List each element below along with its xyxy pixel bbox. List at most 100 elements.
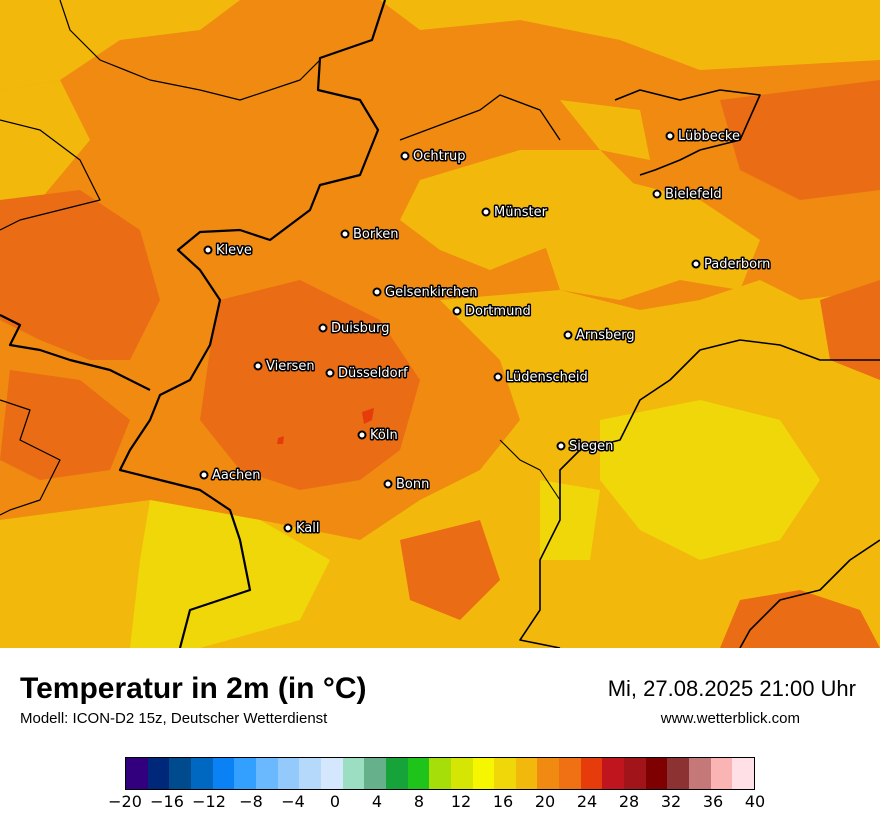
city-dot (318, 323, 328, 333)
city-dot (372, 287, 382, 297)
legend-tick-label: 12 (450, 792, 472, 811)
legend-tick-label: −8 (239, 792, 263, 811)
model-source: Modell: ICON-D2 15z, Deutscher Wetterdie… (20, 710, 328, 727)
legend-tick-label: 0 (329, 792, 341, 811)
legend-swatch (212, 758, 235, 789)
city-dot (563, 330, 573, 340)
city-marker[interactable]: Köln (357, 427, 399, 445)
legend-swatch (342, 758, 365, 789)
legend-tick-label: 28 (618, 792, 640, 811)
city-label: Siegen (569, 439, 613, 454)
legend-tick-label: 32 (660, 792, 682, 811)
city-dot (357, 430, 367, 440)
city-label: Borken (353, 227, 399, 242)
city-label: Paderborn (704, 257, 770, 272)
city-label: Aachen (212, 468, 260, 483)
city-label: Lüdenscheid (506, 370, 588, 385)
city-label: Kall (296, 521, 320, 536)
temperature-map[interactable]: Lübbecke Ochtrup Bielefeld Münster Borken Kle… (0, 0, 880, 648)
legend-swatch (234, 758, 256, 789)
city-dot (452, 306, 462, 316)
legend-swatch (255, 758, 278, 789)
legend-swatch (472, 758, 495, 789)
color-legend (125, 757, 755, 790)
legend-tick-label: 24 (576, 792, 598, 811)
legend-swatch (559, 758, 581, 789)
legend-tick-label: 16 (492, 792, 514, 811)
forecast-datetime: Mi, 27.08.2025 21:00 Uhr (607, 676, 856, 701)
city-marker[interactable]: Düsseldorf (325, 365, 409, 383)
legend-swatch (537, 758, 560, 789)
city-label: Lübbecke (678, 129, 740, 144)
city-marker[interactable]: Arnsberg (563, 327, 636, 345)
city-dot (665, 131, 675, 141)
city-label: Dortmund (465, 304, 531, 319)
map-title: Temperatur in 2m (in °C) (20, 672, 367, 705)
legend-swatch (515, 758, 538, 789)
legend-swatch (732, 758, 755, 789)
city-label: Bielefeld (665, 187, 722, 202)
city-label: Gelsenkirchen (385, 285, 478, 300)
city-label: Ochtrup (413, 149, 466, 164)
city-dot (283, 523, 293, 533)
legend-swatch (689, 758, 711, 789)
city-label: Kleve (216, 243, 252, 258)
city-label: Münster (494, 205, 548, 220)
borders (0, 0, 880, 648)
legend-swatch (126, 758, 148, 789)
legend-swatch (667, 758, 690, 789)
city-dot (340, 229, 350, 239)
legend-tick-label: −16 (150, 792, 184, 811)
city-marker[interactable]: Münster (481, 204, 549, 222)
legend-swatch (407, 758, 430, 789)
city-marker[interactable]: Duisburg (318, 320, 391, 338)
city-marker[interactable]: Bielefeld (652, 186, 723, 204)
city-marker[interactable]: Kleve (203, 242, 253, 260)
city-dot (691, 259, 701, 269)
legend-tick-label: 4 (371, 792, 383, 811)
legend-tick-label: 36 (702, 792, 724, 811)
city-marker[interactable]: Kall (283, 520, 321, 538)
city-label: Bonn (396, 477, 429, 492)
legend-swatch (450, 758, 473, 789)
city-marker[interactable]: Ochtrup (400, 148, 467, 166)
website-link[interactable]: www.wetterblick.com (660, 710, 800, 727)
city-marker[interactable]: Viersen (253, 358, 316, 376)
city-layer: Lübbecke Ochtrup Bielefeld Münster Borken Kle… (199, 128, 772, 538)
legend-tick-label: −12 (192, 792, 226, 811)
legend-swatch (645, 758, 668, 789)
legend-tick-label: −4 (281, 792, 305, 811)
city-dot (325, 368, 335, 378)
city-label: Düsseldorf (338, 366, 408, 381)
city-marker[interactable]: Siegen (556, 438, 615, 456)
city-label: Duisburg (331, 321, 390, 336)
city-label: Köln (370, 428, 398, 443)
legend-swatch (190, 758, 213, 789)
legend-swatch (299, 758, 321, 789)
legend-swatch (710, 758, 733, 789)
city-marker[interactable]: Bonn (383, 476, 431, 494)
city-dot (481, 207, 491, 217)
city-marker[interactable]: Borken (340, 226, 400, 244)
legend-swatch (320, 758, 343, 789)
city-dot (652, 189, 662, 199)
city-label: Viersen (266, 359, 315, 374)
legend-swatch (429, 758, 451, 789)
city-marker[interactable]: Gelsenkirchen (372, 284, 479, 302)
city-dot (383, 479, 393, 489)
legend-swatch (385, 758, 408, 789)
city-dot (253, 361, 263, 371)
city-dot (199, 470, 209, 480)
city-marker[interactable]: Lübbecke (665, 128, 741, 146)
city-marker[interactable]: Paderborn (691, 256, 772, 274)
legend-swatch (624, 758, 646, 789)
legend-swatch (602, 758, 625, 789)
city-dot (556, 441, 566, 451)
legend-tick-label: 20 (534, 792, 556, 811)
city-dot (400, 151, 410, 161)
legend-tick-label: 40 (744, 792, 766, 811)
city-marker[interactable]: Aachen (199, 467, 262, 485)
city-marker[interactable]: Lüdenscheid (493, 369, 589, 387)
city-marker[interactable]: Dortmund (452, 303, 532, 321)
temperature-field (0, 0, 880, 648)
